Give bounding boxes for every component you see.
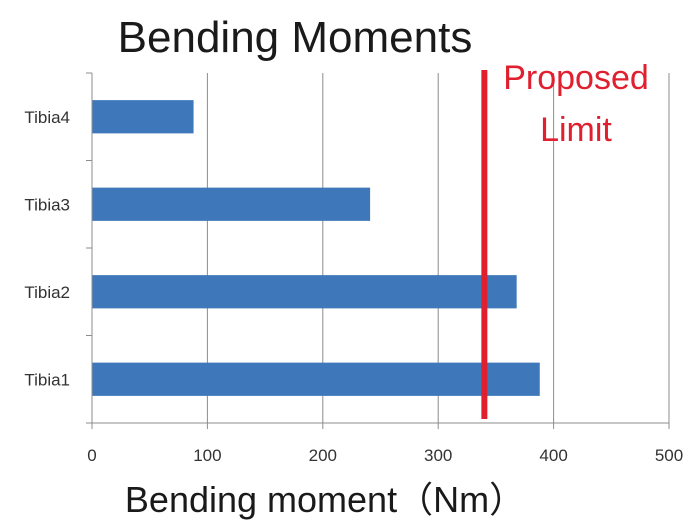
bar-tibia2 (92, 275, 517, 309)
axes (86, 72, 670, 429)
limit-label-line2: Limit (540, 111, 612, 149)
x-tick-label-100: 100 (193, 446, 221, 465)
x-axis-label: Bending moment（Nm） (125, 479, 525, 520)
bar-tibia3 (92, 187, 371, 221)
bar-tibia1 (92, 362, 540, 396)
x-tick-label-400: 400 (539, 446, 567, 465)
x-tick-label-0: 0 (87, 446, 96, 465)
category-label-tibia3: Tibia3 (24, 195, 70, 214)
bars (92, 100, 540, 396)
category-label-tibia1: Tibia1 (24, 370, 70, 389)
category-labels: Tibia4 Tibia3 Tibia2 Tibia1 (24, 108, 70, 390)
category-label-tibia2: Tibia2 (24, 283, 70, 302)
chart-title: Bending Moments (118, 13, 473, 62)
x-tick-label-500: 500 (655, 446, 683, 465)
limit-label-line1: Proposed (503, 59, 649, 97)
x-tick-label-300: 300 (424, 446, 452, 465)
x-tick-label-200: 200 (309, 446, 337, 465)
category-label-tibia4: Tibia4 (24, 108, 70, 127)
x-tick-labels: 0 100 200 300 400 500 (87, 446, 683, 465)
bar-tibia4 (92, 100, 194, 134)
